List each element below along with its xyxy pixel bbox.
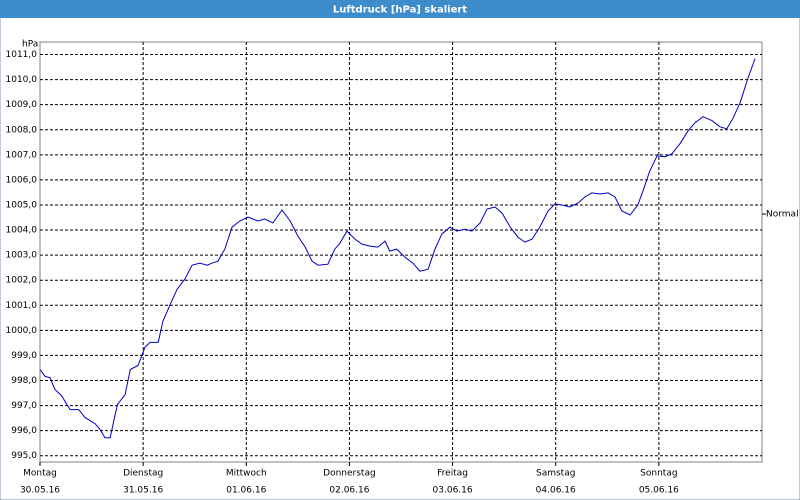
y-tick-label: 1008,0 bbox=[6, 125, 38, 135]
y-tick-label: 1010,0 bbox=[6, 75, 38, 85]
y-tick-label: 996,0 bbox=[11, 426, 37, 436]
y-tick-label: 1007,0 bbox=[6, 150, 38, 160]
x-tick-label: Mittwoch bbox=[226, 469, 267, 479]
x-tick-label: Freitag bbox=[437, 469, 468, 479]
x-tick-label: Donnerstag bbox=[323, 469, 376, 479]
line-series bbox=[39, 58, 756, 439]
x-tick-date: 05.06.16 bbox=[639, 486, 679, 496]
y-tick-label: 1009,0 bbox=[6, 100, 38, 110]
y-unit: hPa bbox=[22, 40, 38, 50]
x-tick-label: Sonntag bbox=[640, 469, 677, 479]
x-tick-label: Dienstag bbox=[123, 469, 163, 479]
y-tick-label: 1003,0 bbox=[6, 251, 38, 261]
title-bar bbox=[0, 0, 800, 18]
x-tick-date: 02.06.16 bbox=[329, 486, 369, 496]
y-tick-label: 1001,0 bbox=[6, 301, 38, 311]
x-tick-date: 03.06.16 bbox=[433, 486, 473, 496]
y-tick-label: 998,0 bbox=[11, 376, 37, 386]
reference-label: Normal bbox=[766, 210, 799, 220]
x-tick-label: Samstag bbox=[536, 469, 575, 479]
y-tick-label: 1000,0 bbox=[6, 326, 38, 336]
y-tick-label: 1005,0 bbox=[6, 200, 38, 210]
x-tick-date: 30.05.16 bbox=[20, 486, 60, 496]
plot-area bbox=[39, 41, 763, 463]
y-tick-label: 1004,0 bbox=[6, 226, 38, 236]
x-tick-date: 01.06.16 bbox=[226, 486, 266, 496]
x-tick-date: 31.05.16 bbox=[123, 486, 163, 496]
x-tick-label: Montag bbox=[23, 469, 57, 479]
y-tick-label: 995,0 bbox=[11, 451, 37, 461]
x-tick-date: 04.06.16 bbox=[536, 486, 576, 496]
y-tick-label: 1002,0 bbox=[6, 276, 38, 286]
y-tick-label: 997,0 bbox=[11, 401, 37, 411]
y-tick-label: 1011,0 bbox=[6, 50, 38, 60]
y-tick-label: 1006,0 bbox=[6, 175, 38, 185]
chart-title: Luftdruck [hPa] skaliert bbox=[333, 5, 467, 16]
y-tick-label: 999,0 bbox=[11, 351, 37, 361]
